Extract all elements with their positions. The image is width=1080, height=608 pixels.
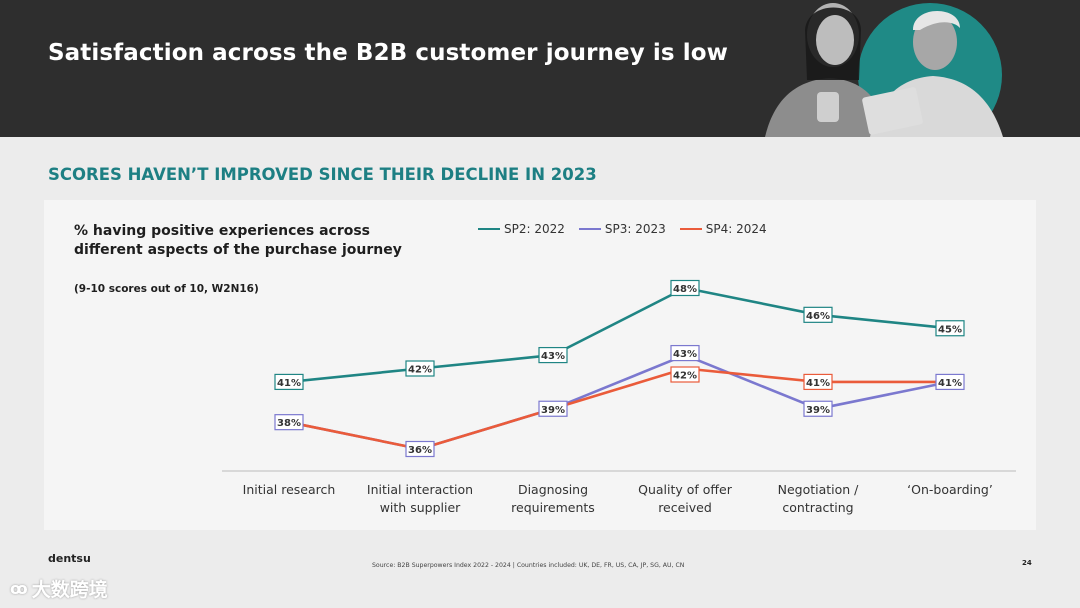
svg-text:39%: 39% — [541, 405, 565, 416]
data-label-sp3-3: 43% — [671, 346, 699, 361]
data-label-sp3-2: 39% — [539, 401, 567, 416]
logo-icon: ꝏ — [10, 579, 28, 598]
svg-text:38%: 38% — [277, 418, 301, 429]
svg-text:42%: 42% — [673, 371, 697, 382]
data-label-sp3-4: 39% — [804, 401, 832, 416]
source-note: Source: B2B Superpowers Index 2022 - 202… — [372, 562, 684, 569]
svg-text:39%: 39% — [806, 405, 830, 416]
data-label-sp2-1: 42% — [406, 361, 434, 376]
data-label-sp2-2: 43% — [539, 348, 567, 363]
svg-text:46%: 46% — [806, 311, 830, 322]
svg-text:45%: 45% — [938, 324, 962, 335]
data-label-sp3-5: 41% — [936, 374, 964, 389]
watermark: ꝏ 大数跨境 — [10, 575, 108, 602]
x-tick-label-5: ‘On-boarding’ — [880, 481, 1020, 499]
svg-text:41%: 41% — [277, 378, 301, 389]
data-label-sp2-4: 46% — [804, 307, 832, 322]
page-number: 24 — [1022, 559, 1032, 567]
svg-text:43%: 43% — [673, 349, 697, 360]
x-tick-label-1: Initial interaction with supplier — [350, 481, 490, 517]
data-label-sp2-5: 45% — [936, 321, 964, 336]
x-tick-label-4: Negotiation / contracting — [748, 481, 888, 517]
series-line-sp3 — [289, 355, 950, 449]
x-tick-label-3: Quality of offer received — [615, 481, 755, 517]
svg-text:41%: 41% — [938, 378, 962, 389]
data-label-sp2-3: 48% — [671, 281, 699, 296]
svg-text:36%: 36% — [408, 445, 432, 456]
watermark-text: 大数跨境 — [32, 575, 108, 602]
svg-text:48%: 48% — [673, 284, 697, 295]
data-label-sp4-3: 42% — [671, 367, 699, 382]
x-tick-label-2: Diagnosing requirements — [483, 481, 623, 517]
data-label-sp3-0: 38% — [275, 415, 303, 430]
svg-text:43%: 43% — [541, 351, 565, 362]
data-label-sp2-0: 41% — [275, 374, 303, 389]
data-label-sp4-4: 41% — [804, 374, 832, 389]
svg-text:41%: 41% — [806, 378, 830, 389]
series-line-sp2 — [289, 288, 950, 382]
svg-text:42%: 42% — [408, 365, 432, 376]
brand-logo: dentsu — [48, 552, 91, 565]
data-label-sp3-1: 36% — [406, 442, 434, 457]
x-tick-label-0: Initial research — [219, 481, 359, 499]
